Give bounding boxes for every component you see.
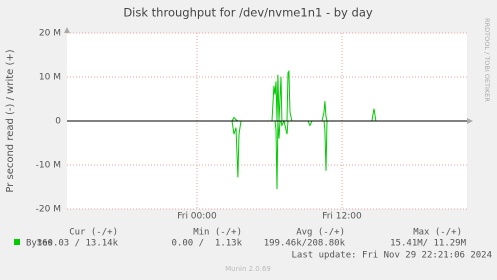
legend-value: 0.00 / 1.13k	[172, 239, 243, 249]
x-tick-label: Fri 12:00	[322, 212, 362, 222]
legend-value: 199.46k/208.80k	[264, 239, 346, 249]
legend-label: Bytes	[26, 239, 53, 249]
x-tick-label: Fri 00:00	[177, 212, 217, 222]
y-tick-label: 0	[55, 117, 61, 127]
legend-header: Avg (-/+)	[296, 228, 345, 238]
chart-title: Disk throughput for /dev/nvme1n1 - by da…	[123, 6, 373, 20]
y-tick-label: -20 M	[36, 205, 61, 215]
y-tick-label: 10 M	[39, 73, 61, 83]
legend-value: 360.03 / 13.14k	[37, 239, 119, 249]
legend-header: Min (-/+)	[193, 228, 242, 238]
x-arrow	[467, 118, 473, 124]
footer: Munin 2.0.69	[225, 265, 271, 273]
side-label: RRDTOOL / TOBI OETIKER	[483, 18, 491, 102]
y-axis-label: Pr second read (-) / write (+)	[5, 49, 16, 192]
y-arrow	[64, 27, 70, 33]
last-update: Last update: Fri Nov 29 22:21:06 2024	[292, 251, 492, 261]
legend-header: Max (-/+)	[413, 228, 462, 238]
legend-swatch	[14, 239, 20, 245]
y-tick-label: 20 M	[39, 29, 61, 39]
legend-header: Cur (-/+)	[69, 228, 118, 238]
lines	[67, 69, 467, 190]
legend-value: 15.41M/ 11.29M	[390, 239, 466, 249]
y-tick-label: -10 M	[36, 161, 61, 171]
legend: Cur (-/+) Min (-/+) Avg (-/+) Max (-/+) Byte…	[14, 228, 492, 273]
